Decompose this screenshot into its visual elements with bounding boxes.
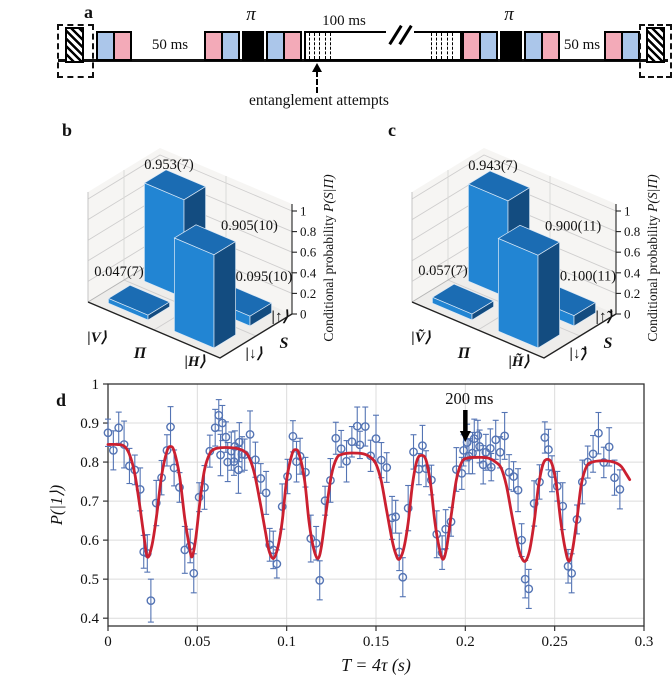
z-tick-label: 0.4: [300, 265, 317, 280]
z-tick-label: 0.8: [300, 224, 316, 239]
y-tick-label: 0.9: [80, 416, 99, 432]
pulse-pair: [96, 31, 132, 61]
pulse-blue: [221, 31, 240, 61]
x-tick-label: 0: [104, 634, 112, 650]
y-tick-label: 0.6: [80, 533, 99, 549]
bar-value-label: 0.057(7): [418, 263, 468, 279]
chart-d-canvas: 0 0.05 0.1 0.15 0.2 0.25 0.3 0.4 0.5 0.6 0.7 0.8 0.9…: [47, 377, 654, 676]
x-tick-label: 0.25: [542, 634, 568, 650]
x-axis-title: Π: [133, 345, 147, 362]
chart-b-canvas: 0 0.2 0.4 0.6 0.8 1 Conditional probability P(…: [87, 148, 336, 370]
y-tick-label: 0.4: [80, 611, 99, 627]
y-tick-label: 0.5: [80, 572, 99, 588]
annotation-arrow-stem: [316, 71, 318, 93]
pulse-pink: [541, 31, 560, 61]
bar-value-label: 0.047(7): [94, 264, 144, 280]
y-axis-title: S: [604, 335, 613, 352]
y-tick-label: 0.8: [80, 455, 99, 471]
readout-pulse-left: [65, 27, 84, 63]
pulse-pink: [113, 31, 132, 61]
bar-value-label: 0.905(10): [221, 218, 278, 234]
wait-label-right: 50 ms: [563, 37, 601, 53]
attempt-marks-left: [309, 33, 335, 59]
x-category-label: |H⟩: [185, 354, 206, 370]
bar-value-label: 0.100(11): [560, 269, 616, 285]
wait-label-left: 50 ms: [151, 37, 189, 53]
y-category-label: |↑⟩: [272, 309, 289, 325]
z-tick-label: 0.6: [300, 245, 317, 260]
annotation-arrow-icon: [312, 63, 322, 72]
x-axis-title: T = 4τ (s): [341, 655, 411, 676]
z-axis-title: Conditional probability P(S|Π): [645, 174, 660, 342]
window-duration-label: 100 ms: [322, 13, 366, 29]
panel-c-label: c: [388, 120, 396, 140]
pulse-pair: [266, 31, 302, 61]
z-axis-title: Conditional probability P(S|Π): [321, 174, 336, 342]
x-category-label: |Ṽ⟩: [411, 328, 430, 346]
pulse-pair: [524, 31, 560, 61]
z-tick-label: 0.6: [624, 245, 641, 260]
x-tick-label: 0.1: [277, 634, 296, 650]
chart-c-canvas: 0 0.2 0.4 0.6 0.8 1 Conditional probability P(…: [411, 148, 660, 370]
pi-pulse-label: π: [504, 4, 514, 25]
y-category-label: |↓̃⟩: [570, 346, 588, 362]
z-tick-label: 1: [300, 204, 307, 219]
pulse-pair: [604, 31, 640, 61]
time-break-icon: [386, 24, 414, 46]
pulse-pair: [204, 31, 240, 61]
z-tick-label: 1: [624, 204, 631, 219]
bar-value-label: 0.943(7): [468, 158, 518, 174]
panel-d-label: d: [56, 390, 67, 410]
entanglement-window: [304, 24, 462, 61]
down-arrow-icon: [459, 431, 471, 442]
annotation-label: 200 ms: [445, 389, 493, 408]
x-tick-label: 0.15: [363, 634, 389, 650]
panel-a-label: a: [84, 2, 93, 22]
z-tick-label: 0: [624, 307, 631, 322]
pi-pulse: [242, 31, 264, 61]
y-tick-label: 0.7: [80, 494, 99, 510]
pi-pulse-label: π: [246, 4, 256, 25]
pulse-blue: [479, 31, 498, 61]
attempt-marks-right: [431, 33, 457, 59]
bar-value-label: 0.953(7): [144, 157, 194, 173]
pi-pulse: [500, 31, 522, 61]
y-tick-label: 1: [92, 377, 100, 393]
z-tick-label: 0: [300, 307, 307, 322]
y-axis-title: P(|1⟩): [47, 485, 66, 526]
bar-value-label: 0.095(10): [236, 269, 293, 285]
z-tick-label: 0.2: [624, 286, 640, 301]
fit-curve: [106, 442, 632, 563]
pulse-blue: [621, 31, 640, 61]
x-category-label: |H̃⟩: [509, 352, 530, 370]
readout-dashed-box-right: [639, 24, 672, 78]
y-category-label: |↓⟩: [246, 346, 263, 362]
x-tick-label: 0.2: [456, 634, 475, 650]
z-tick-label: 0.2: [300, 286, 316, 301]
panel-b-label: b: [62, 120, 73, 140]
z-tick-label: 0.4: [624, 265, 641, 280]
pulse-pair: [462, 31, 498, 61]
readout-dashed-box-left: [57, 24, 94, 78]
readout-pulse-right: [646, 27, 665, 63]
pulse-pink: [283, 31, 302, 61]
x-axis-title: Π: [457, 345, 471, 362]
z-tick-label: 0.8: [624, 224, 640, 239]
x-category-label: |V⟩: [87, 330, 106, 346]
bar-value-label: 0.900(11): [545, 218, 601, 234]
y-axis-title: S: [280, 335, 289, 352]
entanglement-annotation: entanglement attempts: [249, 92, 389, 109]
x-tick-label: 0.3: [635, 634, 654, 650]
y-category-label: |↑̃⟩: [596, 309, 614, 325]
x-tick-label: 0.05: [184, 634, 210, 650]
